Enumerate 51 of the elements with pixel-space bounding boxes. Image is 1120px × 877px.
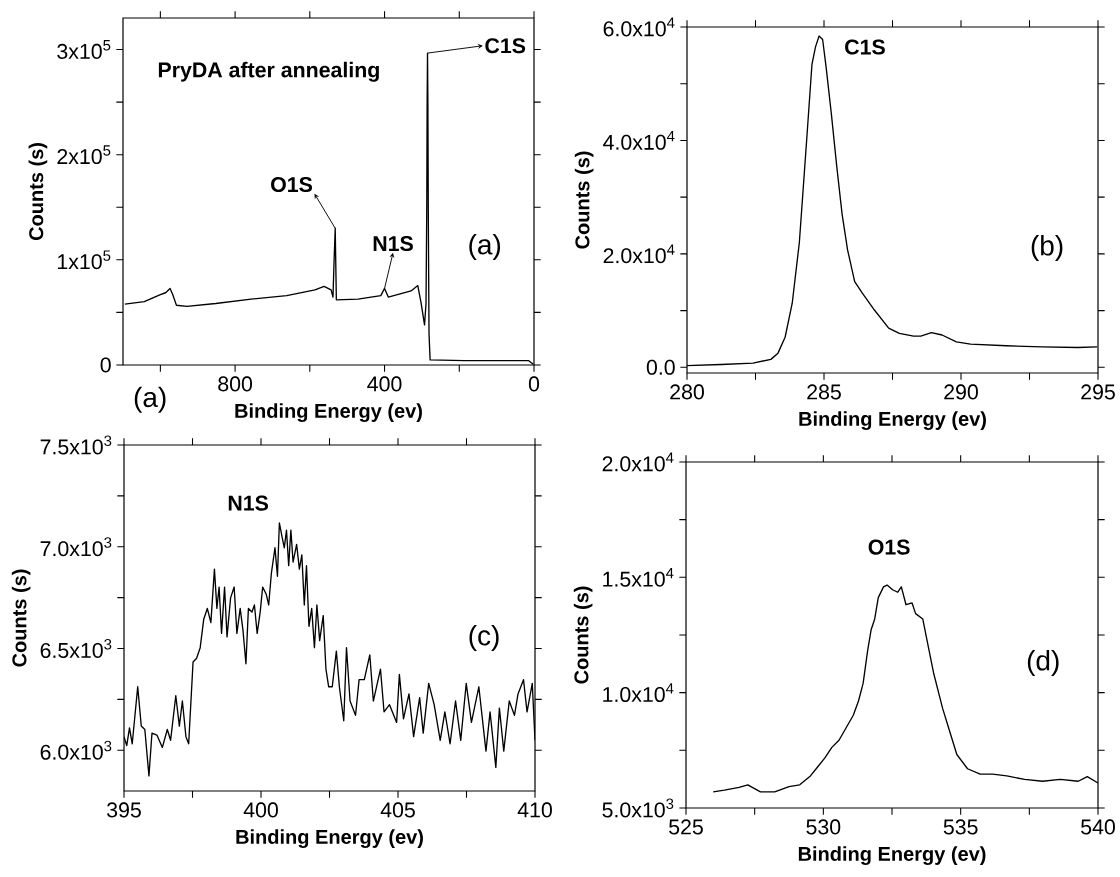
x-tick-label: 525 <box>669 819 703 835</box>
x-tick-label: 540 <box>1081 819 1115 835</box>
x-tick-label: 295 <box>1081 384 1115 400</box>
x-axis-title: Binding Energy (ev) <box>236 829 423 849</box>
y-tick-label: 2x10$^{5}$ <box>57 145 111 165</box>
x-tick-label: 280 <box>670 384 704 400</box>
y-tick-label: 7.5x10$^{3}$ <box>40 435 112 455</box>
annotation: N1S <box>373 235 413 252</box>
y-tick-label: 2.0x10$^{4}$ <box>603 244 675 264</box>
x-tick-label: 405 <box>380 802 415 818</box>
annotation: (d) <box>1027 649 1059 677</box>
y-tick-label: 1x10$^{5}$ <box>58 250 111 270</box>
x-axis-title: Binding Energy (ev) <box>798 846 986 866</box>
x-tick-label: 285 <box>807 384 841 400</box>
annotation: C1S <box>485 38 526 54</box>
y-tick-label: 4.0x10$^{4}$ <box>603 131 675 150</box>
annotation: O1S <box>271 177 313 193</box>
y-tick-label: 6.5x10$^{3}$ <box>40 639 112 659</box>
y-axis-title: Counts (s) <box>573 586 593 684</box>
annotation: N1S <box>228 495 269 511</box>
y-tick-label: 5.0x10$^{3}$ <box>602 798 674 818</box>
x-tick-label: 395 <box>107 802 141 818</box>
x-axis-title: Binding Energy (ev) <box>235 403 422 423</box>
x-tick-label: 400 <box>243 802 278 818</box>
x-tick-label: 800 <box>218 376 253 392</box>
y-tick-label: 0.0 <box>646 359 675 375</box>
y-tick-label: 1.0x10$^{4}$ <box>603 683 674 703</box>
y-tick-label: 6.0x10$^{3}$ <box>40 740 112 760</box>
annotation: (a) <box>469 233 501 261</box>
y-tick-label: 6.0x10$^{4}$ <box>603 17 675 37</box>
annotation: (c) <box>469 625 499 652</box>
y-tick-label: 7.0x10$^{3}$ <box>40 537 112 557</box>
x-axis-title: Binding Energy (ev) <box>799 411 986 431</box>
annotation: PryDA after annealing <box>158 61 379 82</box>
annotation: C1S <box>845 39 885 55</box>
x-tick-label: 400 <box>367 376 402 392</box>
y-tick-label: 0 <box>100 357 111 373</box>
y-axis-title: Counts (s) <box>11 569 31 667</box>
x-tick-label: 0 <box>528 376 540 392</box>
y-axis-title: Counts (s) <box>574 151 594 249</box>
y-axis-title: Counts (s) <box>28 143 48 241</box>
x-tick-label: 535 <box>943 819 978 835</box>
y-tick-label: 1.5x10$^{4}$ <box>603 567 674 587</box>
annotation: (b) <box>1031 235 1063 262</box>
x-tick-label: 530 <box>806 819 841 835</box>
text: (a) <box>134 386 166 413</box>
x-tick-label: 290 <box>944 384 978 400</box>
y-tick-label: 2.0x10$^{4}$ <box>602 452 674 472</box>
annotation: O1S <box>868 539 910 555</box>
y-tick-label: 3x10$^{5}$ <box>57 40 111 59</box>
x-tick-label: 410 <box>517 802 552 818</box>
